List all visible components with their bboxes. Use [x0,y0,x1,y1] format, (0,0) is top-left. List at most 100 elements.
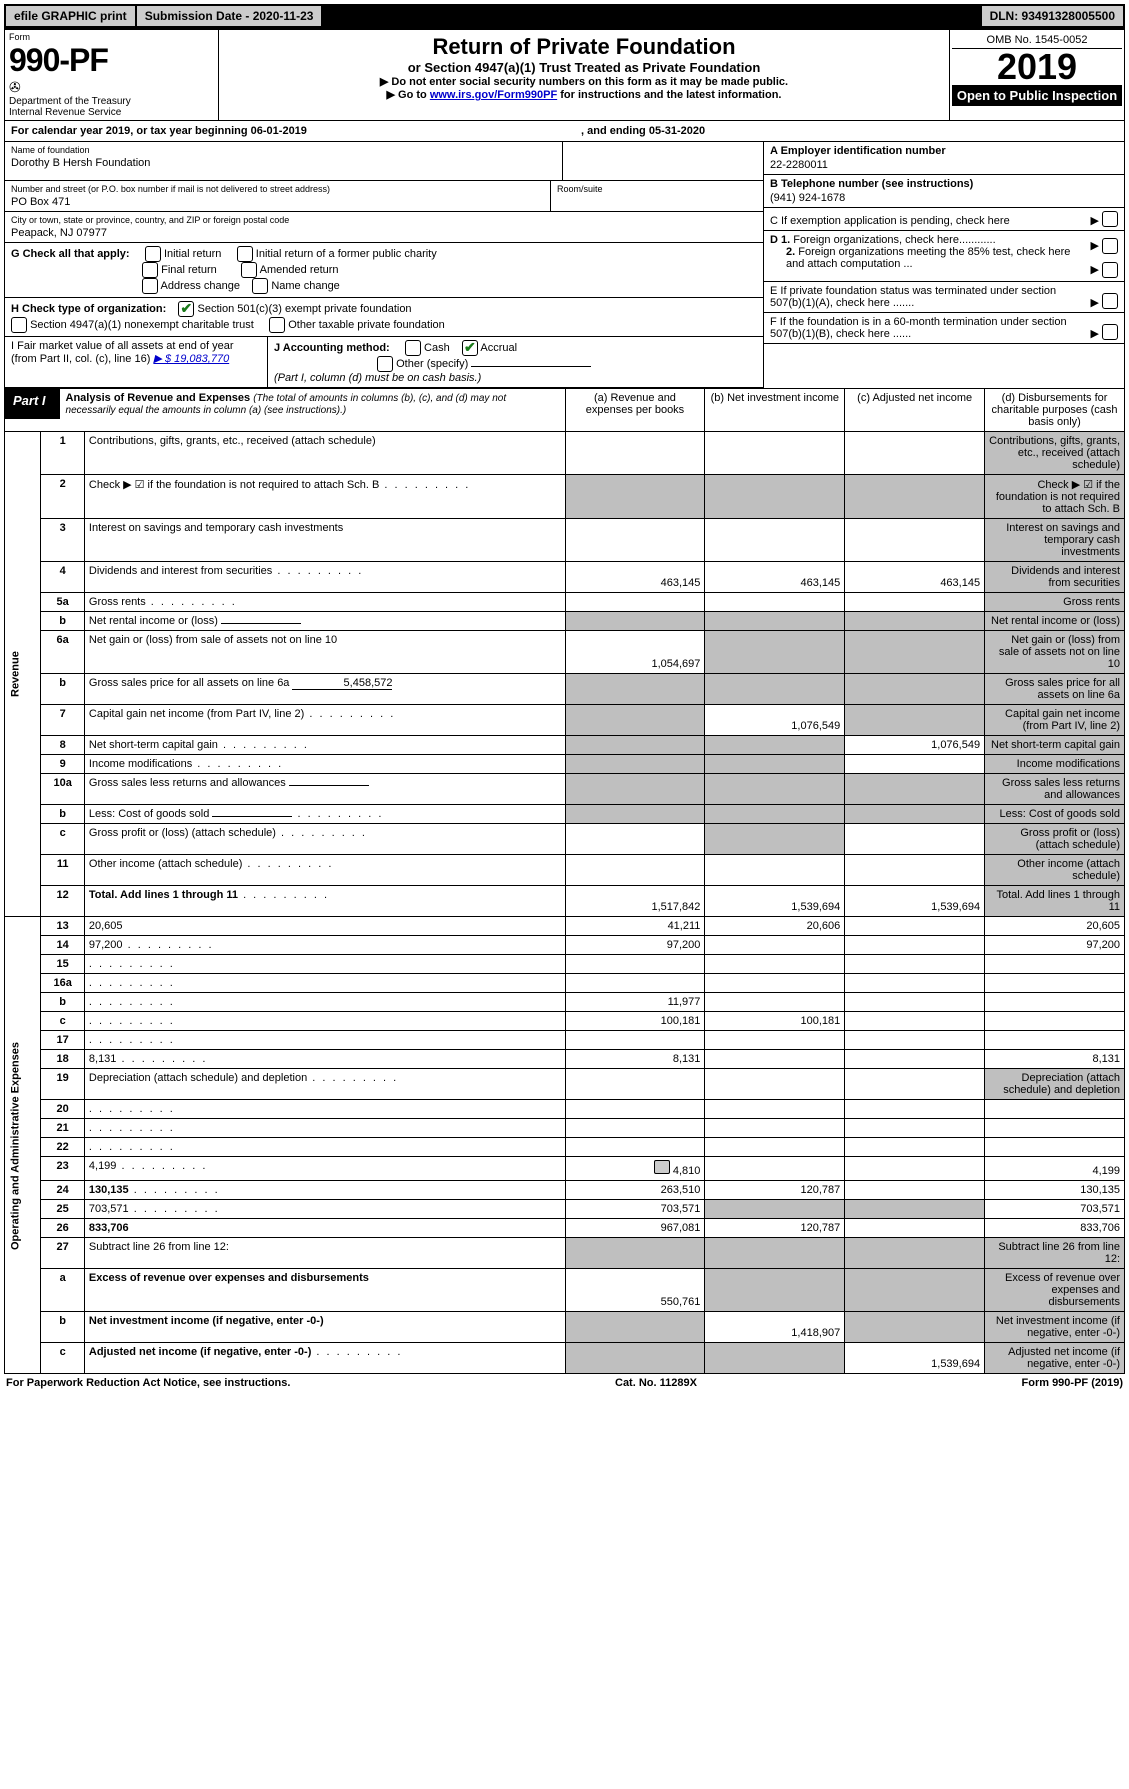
checkbox-amended[interactable] [241,262,257,278]
line-number: 27 [41,1238,84,1269]
cell-d: 8,131 [985,1050,1125,1069]
cell-d: Depreciation (attach schedule) and deple… [985,1069,1125,1100]
cell-b: 120,787 [705,1181,845,1200]
cell-a [565,432,705,475]
cell-a: 263,510 [565,1181,705,1200]
checkbox-d1[interactable] [1102,238,1118,254]
form-title: Return of Private Foundation [223,34,945,60]
cell-b [705,1157,845,1181]
dln: DLN: 93491328005500 [982,6,1123,26]
cell-d [985,955,1125,974]
cell-a: 11,977 [565,993,705,1012]
checkbox-name-change[interactable] [252,278,268,294]
cell-b [705,993,845,1012]
cell-a [565,1069,705,1100]
page-footer: For Paperwork Reduction Act Notice, see … [4,1374,1125,1392]
cell-c [845,1069,985,1100]
line-number: 15 [41,955,84,974]
line-description: Gross sales less returns and allowances [84,774,565,805]
table-row: 1497,20097,20097,200 [5,936,1125,955]
table-row: 24130,135263,510120,787130,135 [5,1181,1125,1200]
cell-b [705,519,845,562]
cell-d: 703,571 [985,1200,1125,1219]
cell-d: 4,199 [985,1157,1125,1181]
checkbox-other-method[interactable] [377,356,393,372]
cell-b [705,1238,845,1269]
cell-d [985,1031,1125,1050]
form-label: Form [9,32,214,42]
table-row: bNet investment income (if negative, ent… [5,1312,1125,1343]
cell-b: 1,539,694 [705,886,845,917]
checkbox-e[interactable] [1102,293,1118,309]
cell-d: Net rental income or (loss) [985,612,1125,631]
checkbox-final-return[interactable] [142,262,158,278]
checkbox-cash[interactable] [405,340,421,356]
checkbox-initial-former[interactable] [237,246,253,262]
line-description: 833,706 [84,1219,565,1238]
cell-a: 550,761 [565,1269,705,1312]
dept-treasury: Department of the Treasury Internal Reve… [9,96,214,118]
cell-c [845,519,985,562]
checkbox-initial-return[interactable] [145,246,161,262]
cell-b [705,674,845,705]
checkbox-c[interactable] [1102,211,1118,227]
table-row: 22 [5,1138,1125,1157]
cell-a: 1,517,842 [565,886,705,917]
cell-a [565,519,705,562]
cell-d: 130,135 [985,1181,1125,1200]
cell-a: 41,211 [565,917,705,936]
cell-d [985,1012,1125,1031]
cell-d: Capital gain net income (from Part IV, l… [985,705,1125,736]
line-description: Net investment income (if negative, ente… [84,1312,565,1343]
cell-a [565,1031,705,1050]
cell-a [565,1343,705,1374]
cell-b [705,1050,845,1069]
cell-a: 4,810 [565,1157,705,1181]
line-number: 12 [41,886,84,917]
checkbox-accrual[interactable] [462,340,478,356]
table-row: Operating and Administrative Expenses132… [5,917,1125,936]
form-page: Form 990-PF (2019) [1022,1377,1124,1389]
checkbox-4947a1[interactable] [11,317,27,333]
table-row: cAdjusted net income (if negative, enter… [5,1343,1125,1374]
line-description: 8,131 [84,1050,565,1069]
fmv-value[interactable]: ▶ $ 19,083,770 [153,353,229,365]
cell-b [705,1100,845,1119]
cell-b: 100,181 [705,1012,845,1031]
line-number: 3 [41,519,84,562]
checkbox-f[interactable] [1102,324,1118,340]
form-number: 990-PF [9,42,214,79]
line-number: 11 [41,855,84,886]
cell-a [565,774,705,805]
line-description: Net rental income or (loss) [84,612,565,631]
cell-b [705,1069,845,1100]
foundation-name: Dorothy B Hersh Foundation [11,155,556,169]
table-row: cGross profit or (loss) (attach schedule… [5,824,1125,855]
cell-b: 20,606 [705,917,845,936]
cell-b [705,805,845,824]
ein: 22-2280011 [770,157,1118,171]
irs-link[interactable]: www.irs.gov/Form990PF [430,89,557,101]
cell-c [845,432,985,475]
cell-a [565,1138,705,1157]
attachment-icon[interactable] [654,1160,670,1174]
line-number: 22 [41,1138,84,1157]
cell-a [565,674,705,705]
cell-d [985,1119,1125,1138]
section-h: H Check type of organization: Section 50… [5,298,763,337]
checkbox-d2[interactable] [1102,262,1118,278]
table-row: 6aNet gain or (loss) from sale of assets… [5,631,1125,674]
cell-a [565,805,705,824]
line-description: Less: Cost of goods sold [84,805,565,824]
checkbox-other-taxable[interactable] [269,317,285,333]
line-number: 6a [41,631,84,674]
efile-label[interactable]: efile GRAPHIC print [6,6,137,26]
cell-b [705,955,845,974]
paperwork-notice: For Paperwork Reduction Act Notice, see … [6,1377,290,1389]
checkbox-address-change[interactable] [142,278,158,294]
table-row: 15 [5,955,1125,974]
cell-d: Adjusted net income (if negative, enter … [985,1343,1125,1374]
checkbox-501c3[interactable] [178,301,194,317]
section-g: G Check all that apply: Initial return I… [5,243,763,298]
cell-b: 463,145 [705,562,845,593]
